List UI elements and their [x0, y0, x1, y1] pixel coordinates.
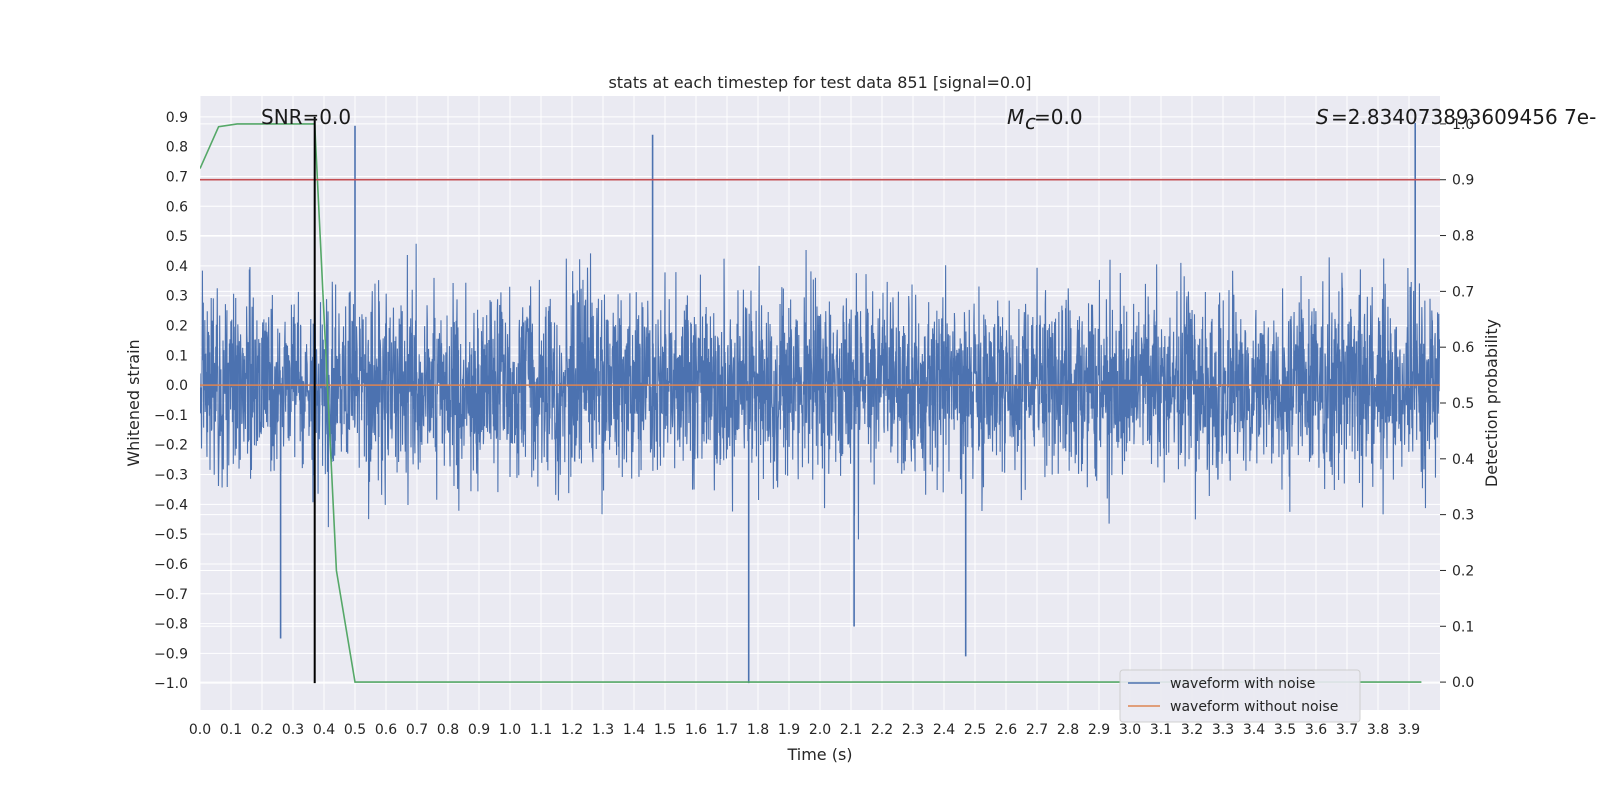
s-annotation: S =2.834073893609456 7e- — [1316, 105, 1596, 129]
x-tick-label: 2.8 — [1057, 722, 1079, 738]
x-tick-label: 2.2 — [871, 722, 893, 738]
x-ticks: 0.0 0.1 0.2 0.3 0.4 0.5 0.6 0.7 0.8 0.9 1.0 1.1 1.2 1… — [189, 722, 1420, 738]
y-tick-label: −0.4 — [154, 497, 188, 513]
x-tick-label: 3.5 — [1274, 722, 1296, 738]
x-tick-label: 3.0 — [1119, 722, 1141, 738]
x-tick-label: 0.3 — [282, 722, 304, 738]
x-tick-label: 1.6 — [685, 722, 707, 738]
x-tick-label: 2.7 — [1026, 722, 1048, 738]
x-tick-label: 2.9 — [1088, 722, 1110, 738]
x-tick-label: 1.1 — [530, 722, 552, 738]
x-tick-label: 3.2 — [1181, 722, 1203, 738]
y-tick-label: −0.2 — [154, 438, 188, 454]
x-tick-label: 3.1 — [1150, 722, 1172, 738]
legend-box — [1119, 669, 1361, 723]
y-tick-label: −0.8 — [154, 617, 188, 633]
x-tick-label: 1.4 — [623, 722, 645, 738]
x-tick-label: 3.4 — [1243, 722, 1265, 738]
y-tick-label: 0.1 — [166, 348, 188, 364]
x-tick-label: 1.5 — [654, 722, 676, 738]
x-tick-label: 0.2 — [251, 722, 273, 738]
x-tick-label: 2.4 — [933, 722, 955, 738]
mc-subscript: c — [1025, 110, 1036, 134]
x-axis-label: Time (s) — [786, 745, 852, 764]
x-tick-label: 3.8 — [1367, 722, 1389, 738]
chart-title: stats at each timestep for test data 851… — [608, 73, 1031, 92]
x-tick-label: 2.1 — [840, 722, 862, 738]
x-tick-label: 1.9 — [778, 722, 800, 738]
x-tick-label: 1.3 — [592, 722, 614, 738]
y-tick-label: −0.6 — [154, 557, 188, 573]
y-tick-label: −1.0 — [154, 676, 188, 692]
x-tick-label: 0.7 — [406, 722, 428, 738]
y-tick-label-right: 0.2 — [1452, 563, 1474, 579]
x-tick-label: 3.3 — [1212, 722, 1234, 738]
y-axis-label-right: Detection probability — [1482, 319, 1501, 487]
y-tick-label-right: 0.4 — [1452, 452, 1474, 468]
mc-symbol: M — [1007, 105, 1024, 129]
x-tick-label: 3.6 — [1305, 722, 1327, 738]
y-tick-label: 0.7 — [166, 169, 188, 185]
y-tick-label: −0.5 — [154, 527, 188, 543]
x-tick-label: 1.8 — [747, 722, 769, 738]
x-tick-label: 0.4 — [313, 722, 335, 738]
y-tick-label: −0.1 — [154, 408, 188, 424]
y-tick-label: 0.5 — [166, 229, 188, 245]
snr-annotation: SNR=0.0 — [261, 105, 351, 129]
y-tick-label: 0.2 — [166, 319, 188, 335]
y-tick-label: −0.3 — [154, 468, 188, 484]
x-tick-label: 1.0 — [499, 722, 521, 738]
waveform-with-noise-line — [200, 243, 1440, 540]
y-tick-label-right: 0.8 — [1452, 229, 1474, 245]
x-tick-label: 0.0 — [189, 722, 211, 738]
y-tick-label: 0.9 — [166, 110, 188, 126]
y-tick-label: 0.8 — [166, 140, 188, 156]
legend-label-noise: waveform with noise — [1170, 676, 1315, 692]
y-tick-label: 0.3 — [166, 289, 188, 305]
y-tick-label: 0.0 — [166, 378, 188, 394]
x-tick-label: 2.3 — [902, 722, 924, 738]
y-tick-label: 0.4 — [166, 259, 188, 275]
series-detection-probability — [200, 123, 1422, 683]
x-tick-label: 0.6 — [375, 722, 397, 738]
x-tick-label: 0.9 — [468, 722, 490, 738]
y-tick-label-right: 0.7 — [1452, 284, 1474, 300]
series-waveform-with-noise — [200, 122, 1440, 684]
x-tick-label: 2.0 — [809, 722, 831, 738]
x-tick-label: 0.5 — [344, 722, 366, 738]
legend-label-clean: waveform without noise — [1170, 699, 1338, 715]
y-tick-label-right: 0.6 — [1452, 340, 1474, 356]
y-tick-label-right: 0.5 — [1452, 396, 1474, 412]
s-symbol: S — [1316, 105, 1329, 129]
y-tick-label: 0.6 — [166, 199, 188, 215]
mc-annotation: M c =0.0 — [1007, 105, 1083, 134]
y-tick-label-right: 0.0 — [1452, 675, 1474, 691]
x-tick-label: 1.2 — [561, 722, 583, 738]
x-tick-label: 0.1 — [220, 722, 242, 738]
x-tick-label: 3.9 — [1398, 722, 1420, 738]
x-tick-label: 1.7 — [716, 722, 738, 738]
mc-value: =0.0 — [1034, 105, 1083, 129]
x-tick-label: 2.5 — [964, 722, 986, 738]
y-tick-label-right: 1.0 — [1452, 117, 1474, 133]
x-tick-label: 2.6 — [995, 722, 1017, 738]
s-value: =2.834073893609456 7e- — [1331, 105, 1596, 129]
y-ticks-left: 0.9 0.8 0.7 0.6 0.5 0.4 0.3 0.2 0.1 0.0 −0.1 −0.2 −0… — [154, 110, 188, 692]
y-tick-label: −0.9 — [154, 646, 188, 662]
y-tick-label-right: 0.1 — [1452, 619, 1474, 635]
x-tick-label: 3.7 — [1336, 722, 1358, 738]
y-ticks-right: 1.0 0.9 0.8 0.7 0.6 0.5 0.4 0.3 0.2 0.1 0.0 — [1440, 117, 1474, 691]
x-tick-label: 0.8 — [437, 722, 459, 738]
y-axis-label: Whitened strain — [124, 339, 143, 466]
y-tick-label-right: 0.3 — [1452, 508, 1474, 524]
legend: waveform with noise waveform without noi… — [1119, 669, 1361, 723]
y-tick-label: −0.7 — [154, 587, 188, 603]
series-lines — [200, 116, 1440, 684]
y-tick-label-right: 0.9 — [1452, 173, 1474, 189]
